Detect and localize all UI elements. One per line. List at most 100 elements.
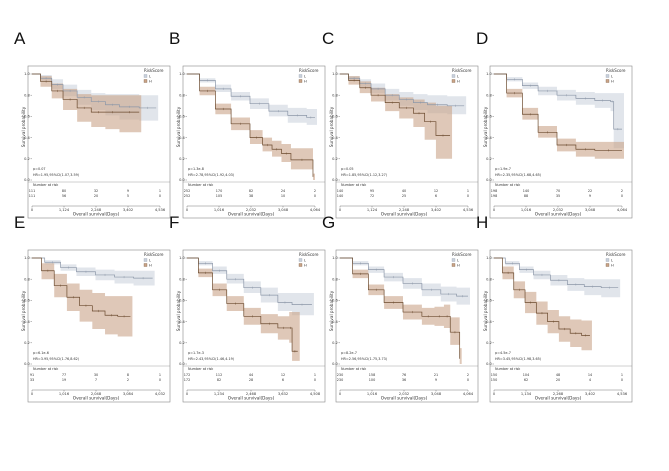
risk-count-low: 1 bbox=[159, 373, 161, 377]
legend-swatch-high bbox=[451, 263, 456, 267]
y-axis-label: Survival probability bbox=[21, 106, 26, 147]
x-tick-label: 0 bbox=[186, 392, 189, 396]
risk-count-high: 4 bbox=[589, 378, 591, 382]
p-value-text: p=1.7e-3 bbox=[188, 351, 204, 355]
p-value-text: p=0.05 bbox=[341, 167, 354, 171]
x-axis-label: Overall survival(Days) bbox=[535, 212, 582, 217]
legend-label-low: L bbox=[149, 74, 151, 78]
panel-border bbox=[335, 65, 479, 219]
risk-count-high: 140 bbox=[337, 194, 343, 198]
risk-count-low: 150 bbox=[491, 373, 497, 377]
x-tick-label: 0 bbox=[339, 208, 342, 212]
y-tick-label: 0.0 bbox=[486, 362, 492, 366]
risk-count-low: 140 bbox=[523, 189, 529, 193]
x-axis-label: Overall survival(Days) bbox=[381, 212, 428, 217]
risk-count-high: 82 bbox=[217, 378, 221, 382]
risk-count-high: 88 bbox=[524, 194, 528, 198]
x-tick-label: 0 bbox=[31, 208, 34, 212]
x-axis-label: Overall survival(Days) bbox=[381, 396, 428, 401]
legend-swatch-low bbox=[143, 74, 148, 78]
risk-count-high: 35 bbox=[556, 194, 560, 198]
hazard-ratio-text: HR=2.43,95%CI(1.46,4.19) bbox=[188, 357, 235, 361]
risk-count-low: 1 bbox=[314, 373, 316, 377]
legend-swatch-high bbox=[143, 263, 148, 267]
risk-count-high: 6 bbox=[435, 194, 437, 198]
x-tick-label: 3,632 bbox=[278, 392, 288, 396]
x-tick-label: 2,468 bbox=[246, 392, 257, 396]
panel-letter: E bbox=[14, 213, 25, 232]
y-tick-label: 0.2 bbox=[332, 157, 338, 161]
x-axis-label: Overall survival(Days) bbox=[535, 396, 582, 401]
y-tick-label: 0.6 bbox=[179, 115, 185, 119]
legend-label-low: L bbox=[611, 74, 613, 78]
risk-count-low: 21 bbox=[434, 373, 438, 377]
y-tick-label: 0.4 bbox=[486, 320, 492, 324]
ci-band-high bbox=[340, 74, 453, 159]
panel-border bbox=[182, 249, 326, 403]
x-tick-label: 1,134 bbox=[521, 392, 532, 396]
x-tick-label: 4,508 bbox=[310, 392, 321, 396]
legend-swatch-high bbox=[451, 79, 456, 83]
legend-swatch-high bbox=[605, 79, 610, 83]
risk-count-low: 40 bbox=[402, 189, 406, 193]
risk-count-high: 28 bbox=[249, 378, 253, 382]
legend-title: RiskScore bbox=[606, 68, 626, 73]
panel-letter: F bbox=[169, 213, 179, 232]
x-tick-label: 2,032 bbox=[553, 208, 563, 212]
x-tick-label: 0 bbox=[31, 392, 34, 396]
y-tick-label: 0.4 bbox=[24, 136, 30, 140]
legend-label-high: H bbox=[457, 79, 460, 83]
x-axis-label: Overall survival(Days) bbox=[228, 396, 275, 401]
risk-count-low: 2 bbox=[314, 189, 316, 193]
x-tick-label: 0 bbox=[493, 208, 496, 212]
km-panel-g: G Survival probability 0.0 0.2 0.4 0.6 0.8 1.0 R… bbox=[322, 213, 479, 403]
y-tick-label: 0.0 bbox=[486, 178, 492, 182]
hazard-ratio-text: HR=3.45,95%CI(1.98,3.65) bbox=[495, 357, 542, 361]
x-tick-label: 0 bbox=[493, 392, 496, 396]
x-tick-label: 4,536 bbox=[155, 208, 166, 212]
ci-band-high bbox=[494, 74, 624, 159]
risk-table-title: Number at risk bbox=[188, 183, 213, 187]
panel-letter: B bbox=[169, 29, 180, 48]
legend-swatch-high bbox=[605, 263, 610, 267]
x-tick-label: 3,402 bbox=[123, 208, 133, 212]
risk-count-low: 172 bbox=[184, 373, 190, 377]
x-axis-label: Overall survival(Days) bbox=[228, 212, 275, 217]
risk-count-low: 140 bbox=[337, 189, 343, 193]
y-tick-label: 0.4 bbox=[332, 320, 338, 324]
x-tick-label: 4,064 bbox=[463, 392, 474, 396]
risk-count-low: 9 bbox=[127, 189, 129, 193]
x-tick-label: 4,536 bbox=[617, 392, 628, 396]
y-tick-label: 0.8 bbox=[332, 277, 338, 281]
risk-count-low: 230 bbox=[337, 373, 343, 377]
hazard-ratio-text: HR=1.95,95%CI(1.07,3.59) bbox=[33, 173, 80, 177]
y-axis-label: Survival probability bbox=[483, 290, 488, 331]
risk-count-low: 12 bbox=[281, 373, 285, 377]
legend-title: RiskScore bbox=[144, 252, 164, 257]
y-tick-label: 0.8 bbox=[486, 277, 492, 281]
risk-count-high: 2 bbox=[127, 378, 129, 382]
risk-count-low: 1 bbox=[467, 189, 469, 193]
x-tick-label: 4,032 bbox=[155, 392, 165, 396]
y-tick-label: 0.2 bbox=[24, 157, 30, 161]
y-tick-label: 1.0 bbox=[24, 72, 30, 76]
hazard-ratio-text: HR=2.56,95%CI(1.75,3.73) bbox=[341, 357, 388, 361]
risk-count-low: 76 bbox=[402, 373, 406, 377]
x-tick-label: 4,064 bbox=[310, 208, 321, 212]
x-tick-label: 1,016 bbox=[367, 392, 378, 396]
ci-band-high bbox=[32, 258, 133, 337]
legend-title: RiskScore bbox=[299, 68, 319, 73]
x-tick-label: 3,084 bbox=[123, 392, 134, 396]
y-axis-label: Survival probability bbox=[176, 290, 181, 331]
y-tick-label: 0.8 bbox=[24, 277, 30, 281]
p-value-text: p=0.07 bbox=[33, 167, 46, 171]
risk-count-high: 7 bbox=[95, 378, 97, 382]
x-tick-label: 0 bbox=[339, 392, 342, 396]
legend-label-high: H bbox=[457, 263, 460, 267]
legend-swatch-low bbox=[298, 258, 303, 262]
legend-label-high: H bbox=[611, 263, 614, 267]
risk-count-high: 5 bbox=[127, 194, 129, 198]
legend-swatch-low bbox=[451, 74, 456, 78]
km-panel-f: F Survival probability 0.0 0.2 0.4 0.6 0.8 1.0 R… bbox=[169, 213, 326, 403]
y-tick-label: 0.6 bbox=[486, 299, 492, 303]
